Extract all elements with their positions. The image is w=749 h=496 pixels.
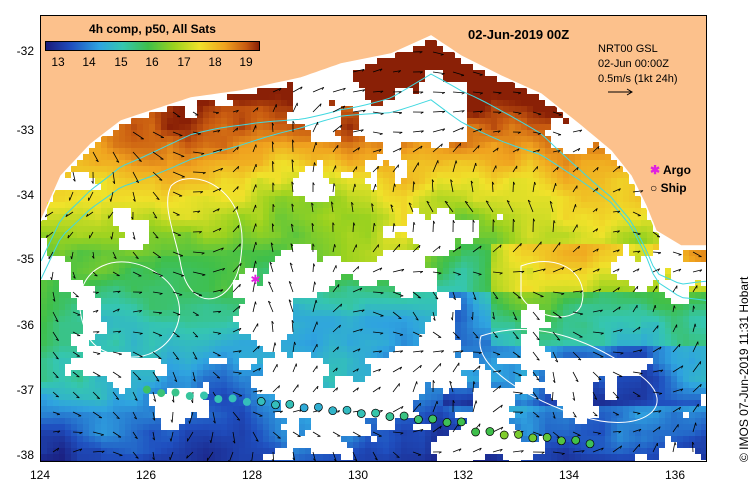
- shelf-contour: [41, 99, 706, 301]
- colorbar: [45, 41, 260, 51]
- ship-legend: ○ Ship: [650, 181, 687, 195]
- lon-tick: 136: [664, 468, 686, 482]
- valid-time-label: 02-Jun 00:00Z: [598, 58, 669, 70]
- colorbar-tick: 16: [145, 55, 159, 69]
- ship-observation: [428, 414, 438, 424]
- ship-observation: [499, 430, 509, 440]
- colorbar-tick: 14: [82, 55, 96, 69]
- argo-legend-label: Argo: [662, 163, 691, 177]
- argo-marker-icon: ✱: [650, 163, 661, 177]
- lat-tick: -32: [16, 44, 34, 58]
- ship-observation: [142, 385, 151, 394]
- ship-observation: [485, 427, 495, 436]
- ship-observation: [214, 395, 223, 403]
- current-scale-label: 0.5m/s (1kt 24h): [598, 73, 678, 85]
- ship-observation: [228, 394, 237, 403]
- ssh-contour: [520, 261, 584, 318]
- ship-observation: [528, 433, 538, 443]
- ship-observation: [414, 415, 423, 424]
- lon-tick: 132: [452, 468, 474, 482]
- ship-observation: [385, 412, 395, 421]
- lon-tick: 124: [29, 468, 51, 482]
- ship-observation: [585, 439, 595, 449]
- date-title: 02-Jun-2019 00Z: [468, 27, 570, 42]
- lat-tick: -36: [16, 318, 34, 332]
- ship-observation: [200, 391, 208, 400]
- land-area: [41, 16, 706, 246]
- ship-observation: [557, 436, 566, 446]
- argo-legend: ✱ Argo: [650, 163, 691, 177]
- product-info: NRT00 GSL 02-Jun 00:00Z 0.5m/s (1kt 24h): [598, 42, 677, 87]
- coastline: [41, 35, 706, 247]
- product-label: NRT00 GSL: [598, 43, 658, 55]
- ship-observation: [356, 409, 366, 418]
- lon-tick: 130: [347, 468, 369, 482]
- colorbar-tick: 15: [114, 55, 128, 69]
- ship-observation: [299, 403, 309, 413]
- lon-tick: 128: [241, 468, 263, 482]
- ship-track: [142, 385, 595, 449]
- lat-tick: -33: [16, 123, 34, 137]
- composite-label: 4h comp, p50, All Sats: [89, 22, 216, 36]
- lon-tick: 126: [135, 468, 157, 482]
- ship-observation: [185, 392, 194, 400]
- ssh-contour: [79, 261, 180, 358]
- ssh-contour: [167, 178, 243, 300]
- ship-observation: [471, 427, 480, 437]
- lat-tick: -34: [16, 188, 34, 202]
- credit-text: © IMOS 07-Jun-2019 11:31 Hobart: [737, 276, 749, 462]
- ship-observation: [157, 389, 166, 398]
- sst-colorbar-legend: 4h comp, p50, All Sats 13 14 15 16 17 18…: [45, 22, 260, 70]
- current-vectors: [44, 51, 703, 461]
- shelf-contour: [41, 73, 706, 285]
- ship-observation: [571, 435, 581, 445]
- map-canvas: ✱: [41, 16, 706, 461]
- lat-tick: -37: [16, 383, 34, 397]
- ship-observation: [242, 397, 251, 406]
- ship-observation: [271, 400, 280, 410]
- ship-observation: [456, 417, 466, 427]
- ship-observation: [514, 430, 523, 439]
- ship-observation: [285, 399, 295, 409]
- ship-observation: [399, 411, 409, 421]
- ship-observation: [256, 397, 266, 406]
- lat-tick: -38: [16, 448, 34, 462]
- ssh-contour: [479, 329, 658, 423]
- argo-float-marker: ✱: [250, 273, 260, 287]
- colorbar-tick: 13: [51, 55, 65, 69]
- ship-observation: [371, 408, 380, 418]
- ship-observation: [314, 402, 323, 412]
- colorbar-tick: 18: [208, 55, 222, 69]
- lon-tick: 134: [558, 468, 580, 482]
- sst-map[interactable]: ✱: [40, 15, 707, 462]
- ship-observation: [542, 433, 552, 442]
- ship-observation: [342, 405, 352, 415]
- colorbar-tick: 17: [177, 55, 191, 69]
- scale-arrow-icon: [608, 88, 633, 96]
- colorbar-tick: 19: [239, 55, 253, 69]
- ship-legend-label: Ship: [660, 181, 687, 195]
- lat-tick: -35: [16, 252, 34, 266]
- ship-marker-icon: ○: [650, 181, 658, 195]
- ship-observation: [328, 406, 338, 416]
- sst-field: [41, 40, 706, 461]
- ship-observation: [171, 388, 180, 397]
- ship-observation: [442, 418, 452, 427]
